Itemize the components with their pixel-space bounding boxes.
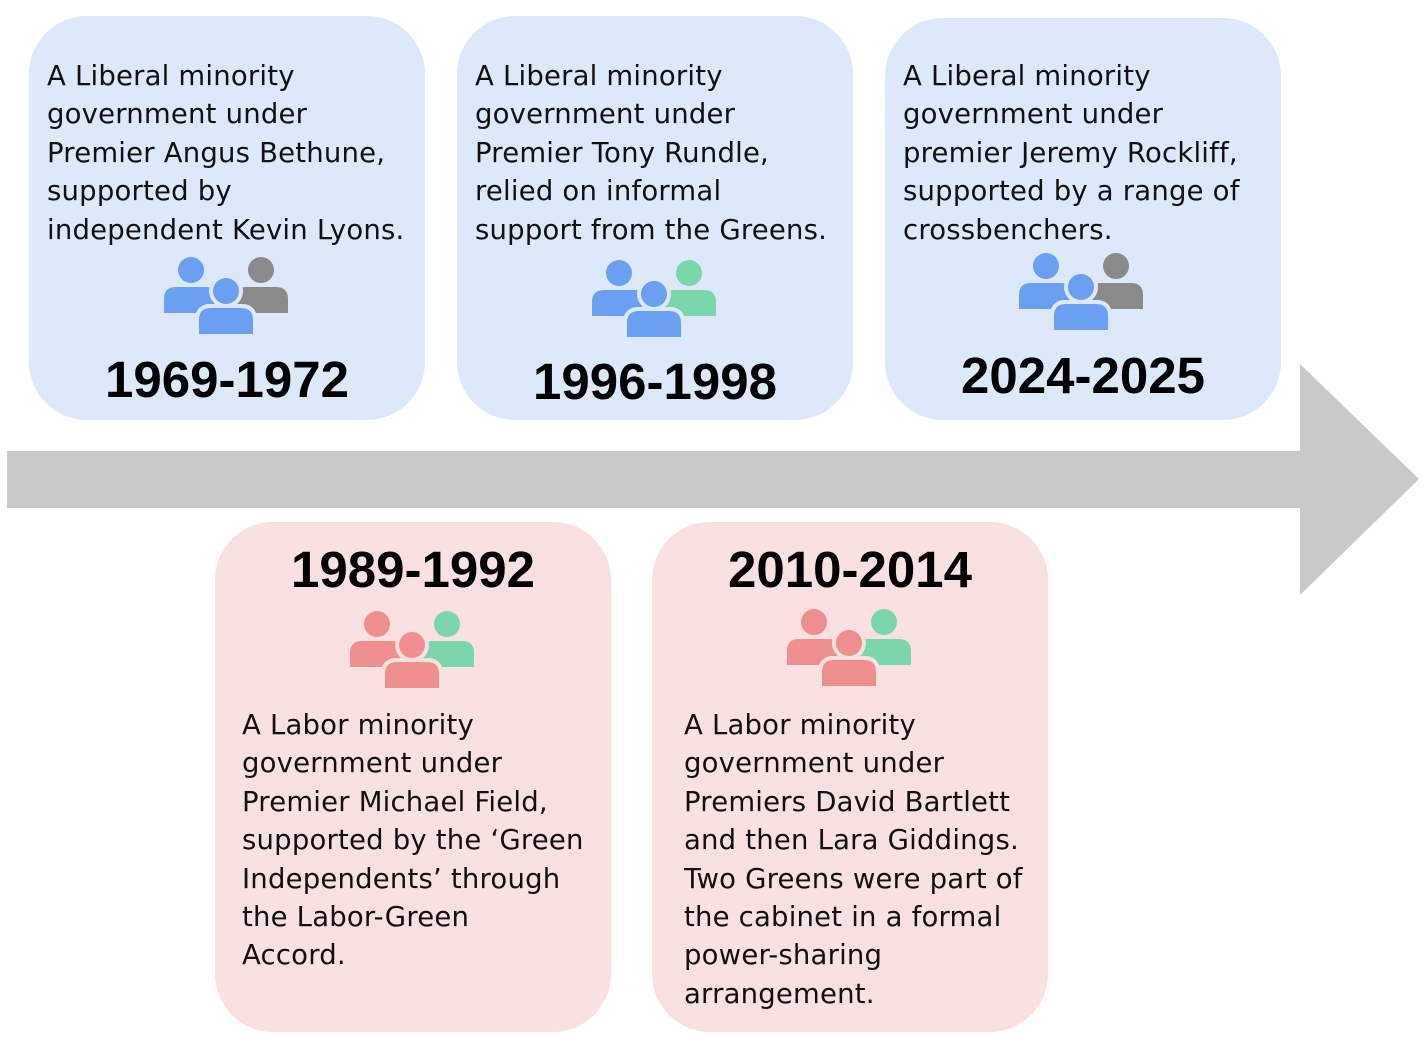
description-line: the Labor-Green [242, 901, 470, 934]
person-front [1054, 274, 1108, 330]
year-range: 1996-1998 [533, 353, 777, 410]
description-line: relied on informal [475, 175, 722, 208]
description-line: supported by a range of [903, 175, 1240, 208]
people-group-icon [350, 611, 474, 694]
timeline-card-1969-1972: A Liberal minority government under Prem… [29, 16, 425, 420]
description-line: Premiers David Bartlett [684, 785, 1011, 818]
person-front [385, 632, 439, 688]
description-line: A Labor minority [242, 709, 474, 741]
description-line: government under [903, 98, 1164, 131]
year-range: 1989-1992 [291, 541, 535, 598]
card-description: A Labor minority government under Premie… [242, 706, 601, 975]
description-line: support from the Greens. [475, 213, 828, 246]
person-front [199, 278, 253, 334]
person-front [627, 281, 681, 337]
description-line: government under [242, 747, 503, 780]
year-range: 1969-1972 [105, 351, 349, 408]
description-line: government under [47, 98, 308, 131]
timeline-card-2024-2025: A Liberal minority government under prem… [885, 18, 1281, 420]
card-description: A Liberal minority government under Prem… [47, 57, 415, 249]
description-line: power-sharing [684, 939, 883, 972]
description-line: independent Kevin Lyons. [47, 213, 405, 246]
description-line: A Labor minority [684, 709, 916, 741]
description-line: arrangement. [684, 977, 875, 1010]
timeline-card-2010-2014: 2010-2014 A Labor minority government un… [652, 522, 1048, 1032]
people-group-icon [787, 609, 911, 692]
description-line: Independents’ through [242, 862, 561, 895]
description-line: Premier Tony Rundle, [475, 136, 769, 169]
description-line: A Liberal minority [475, 60, 723, 92]
person-front [822, 630, 876, 686]
card-description: A Labor minority government under Premie… [684, 706, 1038, 1013]
description-line: government under [684, 747, 945, 780]
description-line: the cabinet in a formal [684, 901, 1002, 934]
description-line: Premier Angus Bethune, [47, 136, 386, 169]
year-range: 2010-2014 [728, 541, 972, 598]
description-line: Accord. [242, 939, 346, 972]
people-group-icon [592, 260, 716, 343]
description-line: Premier Michael Field, [242, 785, 548, 818]
card-description: A Liberal minority government under Prem… [475, 57, 843, 249]
timeline-arrow-shape [7, 364, 1419, 595]
card-description: A Liberal minority government under prem… [903, 57, 1271, 249]
people-group-icon [1019, 253, 1143, 336]
description-line: premier Jeremy Rockliff, [903, 136, 1238, 169]
people-group-icon [164, 257, 288, 340]
description-line: government under [475, 98, 736, 131]
year-range: 2024-2025 [961, 347, 1205, 404]
description-line: A Liberal minority [47, 60, 295, 92]
timeline-card-1989-1992: 1989-1992 A Labor minority government un… [215, 522, 611, 1032]
description-line: supported by the ‘Green [242, 824, 584, 857]
description-line: crossbenchers. [903, 213, 1113, 246]
timeline-card-1996-1998: A Liberal minority government under Prem… [457, 16, 853, 420]
description-line: A Liberal minority [903, 60, 1151, 92]
description-line: supported by [47, 175, 232, 208]
description-line: and then Lara Giddings. [684, 824, 1019, 857]
description-line: Two Greens were part of [684, 862, 1023, 895]
